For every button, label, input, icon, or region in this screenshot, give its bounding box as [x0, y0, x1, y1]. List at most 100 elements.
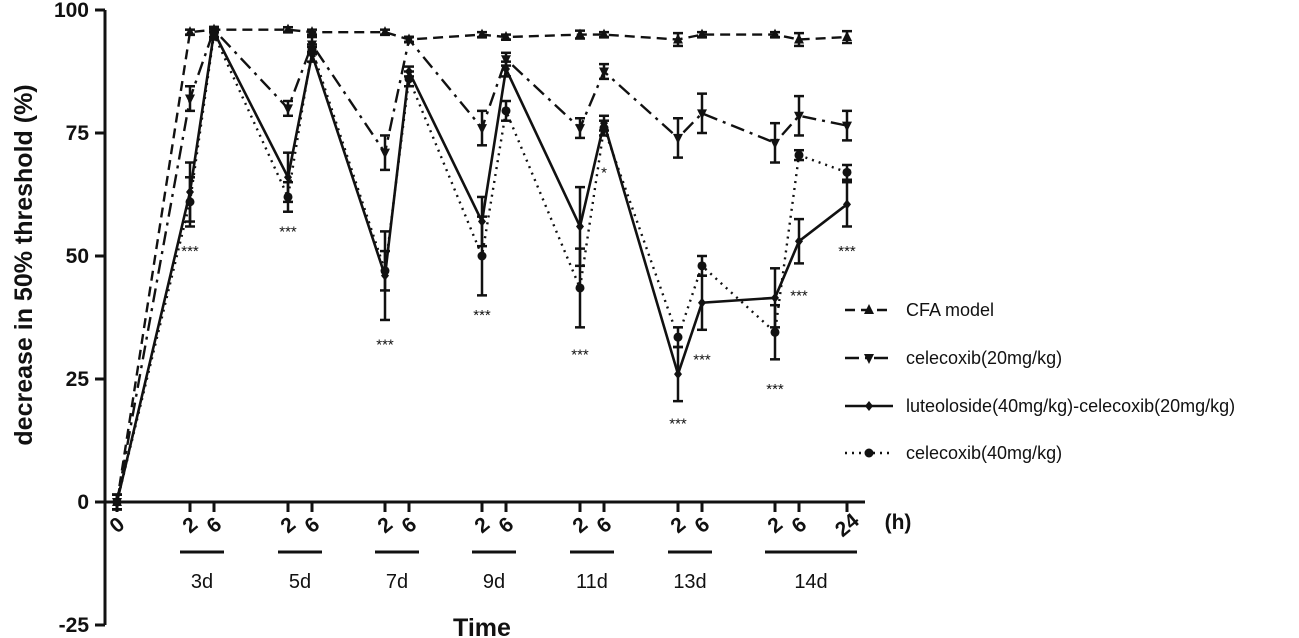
y-tick-label: 25: [66, 368, 90, 391]
legend-item: celecoxib(20mg/kg): [845, 348, 1062, 368]
significance-label: ***: [838, 243, 856, 260]
x-unit-label: (h): [885, 511, 912, 534]
marker-circle: [842, 167, 852, 177]
day-groups: 3d 5d 7d 9d 11d 13d 14d: [180, 550, 857, 593]
marker-circle: [770, 327, 780, 337]
marker-triangle-down: [794, 111, 804, 122]
significance-label: *: [601, 164, 607, 181]
marker-triangle-up: [501, 31, 511, 42]
series-3: [112, 28, 852, 511]
significance-label: ***: [790, 287, 808, 304]
legend-item: celecoxib(40mg/kg): [845, 443, 1062, 463]
marker-circle: [283, 192, 293, 202]
legend-label: CFA model: [906, 300, 994, 320]
marker-triangle-down: [501, 55, 511, 66]
x-tick-label: 6: [787, 513, 811, 538]
series-line: [115, 27, 848, 503]
marker-circle: [501, 106, 511, 116]
marker-triangle-up: [673, 33, 683, 44]
marker-triangle-up: [575, 28, 585, 39]
significance-marks: *******************************: [181, 164, 856, 432]
marker-triangle-down: [477, 124, 487, 135]
x-ticks: 0 2 6 2 6 2 6 2 6 2 6 2 6 2 6 24: [105, 502, 864, 542]
marker-diamond: [576, 221, 584, 232]
legend-item: CFA model: [845, 300, 994, 320]
day-group-label: 13d: [673, 571, 706, 593]
marker-circle: [864, 448, 874, 458]
y-tick-label: -25: [59, 614, 90, 637]
marker-triangle-down: [770, 138, 780, 149]
marker-triangle-up: [283, 23, 293, 34]
x-tick-label: 2: [178, 513, 202, 538]
x-tick-label: 2: [763, 513, 787, 538]
significance-label: ***: [473, 307, 491, 324]
x-tick-label: 2: [568, 513, 592, 538]
marker-triangle-down: [673, 133, 683, 144]
marker-triangle-down: [185, 94, 195, 105]
marker-circle: [404, 74, 414, 84]
series-line: [115, 27, 848, 503]
x-tick-label: 2: [470, 513, 494, 538]
marker-circle: [380, 266, 390, 276]
series-layer: [112, 23, 852, 511]
x-tick-label: 6: [690, 513, 714, 538]
marker-circle: [185, 197, 195, 207]
series-1: [112, 25, 852, 511]
series-line: [115, 28, 848, 503]
day-group-label: 3d: [191, 571, 213, 593]
x-tick-label: 6: [397, 513, 421, 538]
marker-triangle-up: [599, 28, 609, 39]
legend-item: luteoloside(40mg/kg)-celecoxib(20mg/kg): [845, 396, 1235, 416]
marker-diamond: [771, 292, 779, 303]
x-tick-label: 6: [202, 513, 226, 538]
axes: [103, 10, 865, 625]
marker-triangle-down: [380, 148, 390, 159]
marker-circle: [112, 497, 122, 507]
marker-circle: [697, 261, 707, 271]
significance-label: ***: [693, 351, 711, 368]
x-tick-label: 6: [494, 513, 518, 538]
marker-triangle-down: [283, 104, 293, 115]
y-ticks: -25 0 25 50 75 100: [54, 0, 105, 637]
x-axis-title: Time: [453, 614, 511, 638]
legend-label: celecoxib(20mg/kg): [906, 348, 1062, 368]
day-group-label: 9d: [483, 571, 505, 593]
y-tick-label: 100: [54, 0, 89, 22]
marker-triangle-up: [477, 28, 487, 39]
marker-circle: [477, 251, 487, 261]
x-tick-label: 2: [666, 513, 690, 538]
marker-circle: [673, 332, 683, 342]
marker-diamond: [865, 401, 873, 411]
marker-diamond: [674, 369, 682, 380]
marker-triangle-up: [770, 28, 780, 39]
x-tick-label: 2: [276, 513, 300, 538]
marker-diamond: [502, 64, 510, 75]
legend: CFA model celecoxib(20mg/kg) luteoloside(4…: [845, 300, 1235, 463]
marker-circle: [575, 283, 585, 293]
marker-triangle-down: [575, 124, 585, 135]
series-line: [115, 30, 848, 503]
marker-diamond: [795, 236, 803, 247]
legend-label: luteoloside(40mg/kg)-celecoxib(20mg/kg): [906, 396, 1235, 416]
marker-triangle-up: [842, 31, 852, 42]
significance-label: ***: [571, 346, 589, 363]
day-group-label: 14d: [794, 571, 827, 593]
marker-triangle-up: [864, 304, 874, 314]
significance-label: ***: [376, 337, 394, 354]
significance-label: ***: [766, 381, 784, 398]
marker-triangle-up: [185, 26, 195, 37]
day-group-label: 7d: [386, 571, 408, 593]
marker-circle: [794, 150, 804, 160]
significance-label: ***: [279, 223, 297, 240]
marker-triangle-up: [307, 26, 317, 37]
marker-circle: [307, 44, 317, 54]
day-group-label: 5d: [289, 571, 311, 593]
series-0: [112, 23, 852, 511]
marker-triangle-down: [404, 35, 414, 46]
marker-triangle-up: [380, 26, 390, 37]
y-axis-title: decrease in 50% threshold (%): [10, 84, 38, 445]
marker-circle: [599, 123, 609, 133]
marker-triangle-up: [794, 33, 804, 44]
x-tick-label: 6: [592, 513, 616, 538]
